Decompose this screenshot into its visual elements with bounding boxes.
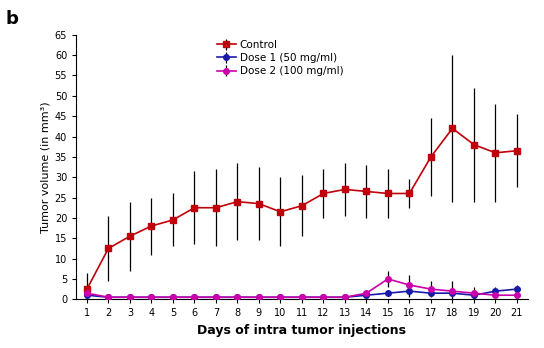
Text: b: b [5,10,18,29]
Y-axis label: Tumor volume (in mm³): Tumor volume (in mm³) [40,101,51,233]
X-axis label: Days of intra tumor injections: Days of intra tumor injections [197,324,406,337]
Legend: Control, Dose 1 (50 mg/ml), Dose 2 (100 mg/ml): Control, Dose 1 (50 mg/ml), Dose 2 (100 … [217,40,343,76]
